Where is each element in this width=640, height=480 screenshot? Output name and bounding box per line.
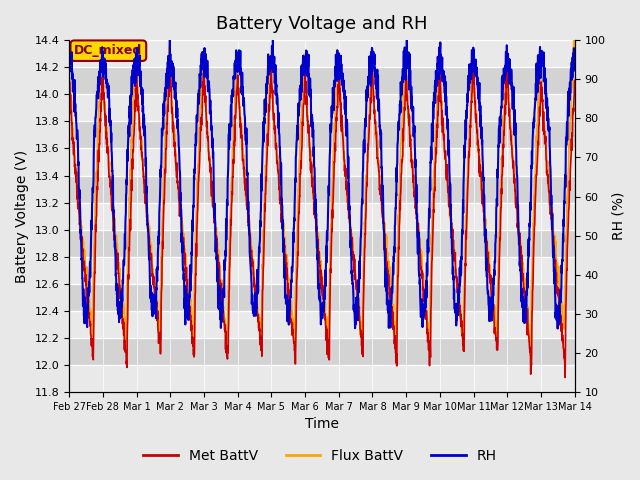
Bar <box>69 40 575 67</box>
Bar <box>69 94 575 121</box>
Bar <box>69 203 575 229</box>
Y-axis label: RH (%): RH (%) <box>611 192 625 240</box>
Bar <box>69 257 575 284</box>
Bar <box>69 148 575 176</box>
Text: DC_mixed: DC_mixed <box>74 44 143 57</box>
Bar <box>69 365 575 392</box>
X-axis label: Time: Time <box>305 418 339 432</box>
Title: Battery Voltage and RH: Battery Voltage and RH <box>216 15 428 33</box>
Y-axis label: Battery Voltage (V): Battery Voltage (V) <box>15 150 29 283</box>
Bar <box>69 311 575 338</box>
Legend: Met BattV, Flux BattV, RH: Met BattV, Flux BattV, RH <box>138 443 502 468</box>
